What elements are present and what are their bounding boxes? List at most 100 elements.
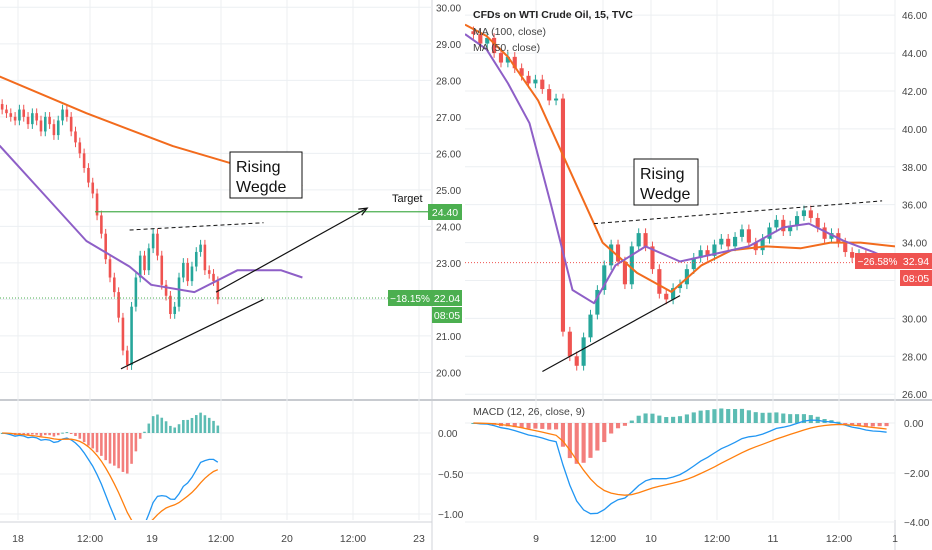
- R-macd-histogram-bar[interactable]: [615, 423, 621, 429]
- R-candle-body[interactable]: [684, 269, 689, 285]
- L-ma-line[interactable]: [0, 48, 303, 294]
- R-candle-body[interactable]: [498, 53, 504, 63]
- L-macd-histogram-bar[interactable]: [177, 424, 181, 433]
- L-macd-histogram-bar[interactable]: [125, 433, 129, 474]
- L-candle-body[interactable]: [95, 193, 99, 216]
- R-candle-body[interactable]: [643, 233, 648, 247]
- R-macd-histogram-bar[interactable]: [526, 423, 531, 429]
- L-macd-histogram-bar[interactable]: [130, 433, 133, 464]
- R-ma-line[interactable]: [465, 33, 895, 305]
- R-macd-histogram-bar[interactable]: [781, 413, 786, 423]
- L-candle-body[interactable]: [216, 281, 220, 300]
- R-candle-body[interactable]: [485, 37, 490, 44]
- L-macd-histogram-bar[interactable]: [22, 433, 26, 435]
- L-macd-histogram-bar[interactable]: [173, 427, 176, 433]
- R-candle-body[interactable]: [567, 331, 572, 357]
- R-macd-histogram-bar[interactable]: [850, 423, 855, 426]
- L-candle-body[interactable]: [177, 277, 181, 307]
- L-macd-histogram-bar[interactable]: [138, 433, 142, 439]
- L-candle-body[interactable]: [65, 109, 69, 117]
- R-candle-body[interactable]: [705, 250, 710, 256]
- R-candle-body[interactable]: [478, 34, 483, 44]
- R-candle-body[interactable]: [588, 314, 593, 338]
- R-macd-histogram-bar[interactable]: [712, 409, 717, 423]
- L-candle-body[interactable]: [173, 306, 176, 315]
- L-candle-body[interactable]: [104, 233, 107, 260]
- R-candle-body[interactable]: [554, 98, 559, 101]
- R-macd-histogram-bar[interactable]: [636, 415, 641, 423]
- L-macd-histogram-bar[interactable]: [151, 416, 155, 433]
- R-candle-body[interactable]: [829, 233, 834, 239]
- R-macd-histogram-bar[interactable]: [726, 409, 731, 423]
- R-ma-line[interactable]: [465, 23, 895, 293]
- R-macd-histogram-bar[interactable]: [512, 423, 517, 428]
- L-macd-histogram-bar[interactable]: [18, 433, 21, 435]
- R-macd-histogram-bar[interactable]: [567, 423, 572, 459]
- L-candle-body[interactable]: [108, 259, 112, 278]
- R-candle-body[interactable]: [615, 244, 621, 262]
- L-macd-histogram-bar[interactable]: [121, 433, 125, 472]
- L-macd-histogram-bar[interactable]: [61, 432, 64, 434]
- L-macd-histogram-bar[interactable]: [194, 415, 198, 433]
- R-macd-histogram-bar[interactable]: [602, 423, 607, 443]
- L-macd-histogram-bar[interactable]: [212, 420, 215, 433]
- R-candle-body[interactable]: [671, 288, 676, 300]
- R-candle-body[interactable]: [677, 284, 683, 289]
- R-macd-histogram-bar[interactable]: [574, 423, 579, 464]
- left-price-pane[interactable]: [0, 18, 303, 370]
- R-candle-body[interactable]: [774, 219, 779, 228]
- R-macd-histogram-bar[interactable]: [788, 414, 793, 423]
- R-macd-histogram-bar[interactable]: [547, 423, 552, 430]
- L-macd-histogram-bar[interactable]: [87, 433, 90, 446]
- R-candle-body[interactable]: [540, 79, 545, 90]
- R-candle-body[interactable]: [788, 225, 793, 232]
- R-macd-histogram-bar[interactable]: [595, 423, 600, 451]
- L-candle-body[interactable]: [100, 215, 103, 234]
- L-candle-body[interactable]: [212, 273, 215, 282]
- R-macd-histogram-bar[interactable]: [609, 423, 614, 434]
- L-macd-histogram-bar[interactable]: [91, 433, 95, 449]
- L-macd-histogram-bar[interactable]: [56, 433, 60, 436]
- R-macd-histogram-bar[interactable]: [505, 423, 510, 427]
- right-macd-pane[interactable]: [471, 408, 889, 515]
- R-macd-histogram-bar[interactable]: [657, 415, 662, 423]
- R-candle-body[interactable]: [753, 242, 758, 251]
- R-macd-histogram-bar[interactable]: [808, 415, 813, 423]
- R-candle-body[interactable]: [712, 244, 717, 256]
- L-candle-body[interactable]: [78, 142, 82, 154]
- L-macd-histogram-bar[interactable]: [113, 433, 116, 466]
- R-macd-histogram-bar[interactable]: [540, 423, 545, 429]
- L-candle-body[interactable]: [117, 292, 120, 318]
- L-candle-body[interactable]: [61, 109, 64, 121]
- R-macd-histogram-bar[interactable]: [719, 408, 724, 423]
- R-candle-body[interactable]: [794, 216, 800, 226]
- L-candle-body[interactable]: [134, 277, 138, 307]
- left-time-axis[interactable]: 18 12:00 19 12:00 20 12:00 23: [12, 533, 425, 545]
- L-candle-body[interactable]: [169, 295, 172, 315]
- L-macd-histogram-bar[interactable]: [143, 431, 146, 433]
- L-macd-histogram-bar[interactable]: [104, 433, 107, 461]
- R-macd-histogram-bar[interactable]: [554, 423, 559, 430]
- R-candle-body[interactable]: [698, 250, 703, 258]
- L-candle-body[interactable]: [35, 113, 38, 121]
- L-candle-body[interactable]: [199, 244, 202, 252]
- L-candle-body[interactable]: [91, 182, 95, 194]
- L-macd-histogram-bar[interactable]: [203, 415, 207, 433]
- R-macd-histogram-bar[interactable]: [739, 408, 745, 423]
- L-candle-body[interactable]: [74, 131, 77, 143]
- L-candle-body[interactable]: [164, 284, 168, 296]
- L-candle-body[interactable]: [44, 116, 47, 132]
- R-macd-histogram-bar[interactable]: [691, 412, 696, 423]
- R-candle-body[interactable]: [801, 210, 806, 217]
- R-macd-histogram-bar[interactable]: [877, 423, 882, 427]
- L-macd-line[interactable]: [2, 432, 219, 550]
- R-macd-histogram-bar[interactable]: [677, 416, 683, 423]
- L-macd-histogram-bar[interactable]: [65, 432, 69, 434]
- R-macd-histogram-bar[interactable]: [705, 410, 710, 423]
- L-macd-histogram-bar[interactable]: [95, 433, 99, 453]
- L-candle-body[interactable]: [52, 124, 56, 136]
- L-macd-histogram-bar[interactable]: [164, 421, 168, 433]
- L-candle-body[interactable]: [48, 116, 51, 125]
- R-macd-histogram-bar[interactable]: [622, 423, 627, 426]
- L-candle-body[interactable]: [113, 277, 116, 293]
